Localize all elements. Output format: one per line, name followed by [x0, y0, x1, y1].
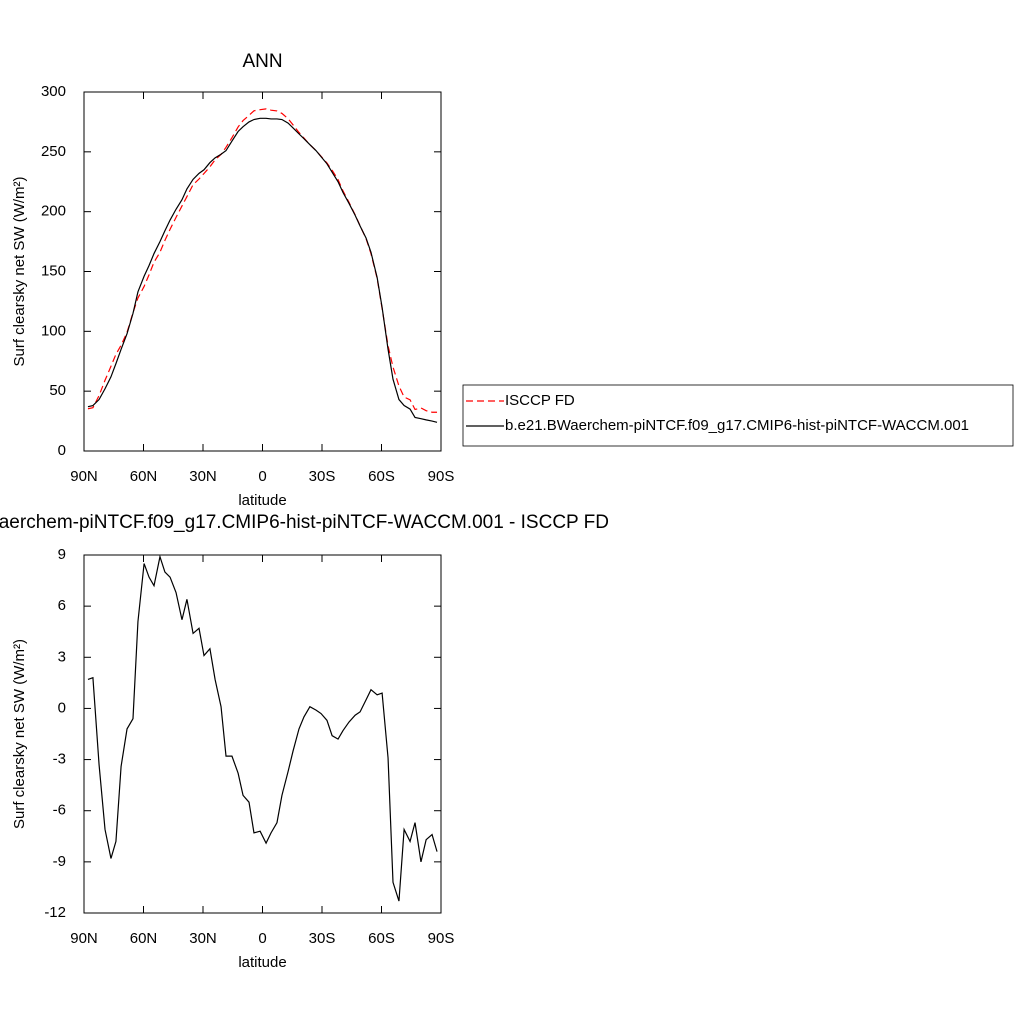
- x-tick-label: 90S: [428, 468, 455, 485]
- y-tick-label: -9: [53, 853, 66, 870]
- plot-frame: [83, 91, 442, 452]
- y-tick-label: -3: [53, 751, 66, 768]
- data-line: [87, 117, 438, 423]
- x-tick-label: 30S: [309, 930, 336, 947]
- y-tick-label: 6: [58, 597, 66, 614]
- data-line: [87, 108, 438, 413]
- y-tick-label: 0: [58, 699, 66, 716]
- y-tick-label: 3: [58, 648, 66, 665]
- x-tick-label: 60N: [130, 930, 158, 947]
- x-tick-label: 60S: [368, 930, 395, 947]
- x-tick-label: 0: [258, 468, 266, 485]
- legend-box: [462, 384, 1014, 447]
- data-line: [87, 554, 438, 902]
- x-tick-label: 0: [258, 930, 266, 947]
- y-tick-label: 150: [41, 262, 66, 279]
- y-tick-label: 250: [41, 143, 66, 160]
- y-axis-label: Surf clearsky net SW (W/m²): [11, 639, 28, 829]
- legend-label: ISCCP FD: [505, 392, 575, 409]
- chart-title: ANN: [242, 51, 282, 72]
- x-tick-label: 30N: [189, 468, 217, 485]
- y-tick-label: 300: [41, 83, 66, 100]
- x-tick-label: 90S: [428, 930, 455, 947]
- x-axis-label: latitude: [238, 492, 286, 509]
- legend-label: b.e21.BWaerchem-piNTCF.f09_g17.CMIP6-his…: [505, 417, 969, 434]
- x-tick-label: 90N: [70, 930, 98, 947]
- y-axis-label: Surf clearsky net SW (W/m²): [11, 176, 28, 366]
- x-tick-label: 90N: [70, 468, 98, 485]
- x-axis-label: latitude: [238, 954, 286, 971]
- x-tick-label: 30S: [309, 468, 336, 485]
- chart-title: b.e21.BWaerchem-piNTCF.f09_g17.CMIP6-his…: [0, 512, 609, 533]
- x-tick-label: 60S: [368, 468, 395, 485]
- y-tick-label: 9: [58, 546, 66, 563]
- x-tick-label: 60N: [130, 468, 158, 485]
- y-tick-label: -6: [53, 802, 66, 819]
- y-tick-label: -12: [44, 904, 66, 921]
- y-tick-label: 200: [41, 203, 66, 220]
- y-tick-label: 0: [58, 442, 66, 459]
- plot-frame: [83, 554, 442, 914]
- y-tick-label: 100: [41, 322, 66, 339]
- x-tick-label: 30N: [189, 930, 217, 947]
- y-tick-label: 50: [49, 382, 66, 399]
